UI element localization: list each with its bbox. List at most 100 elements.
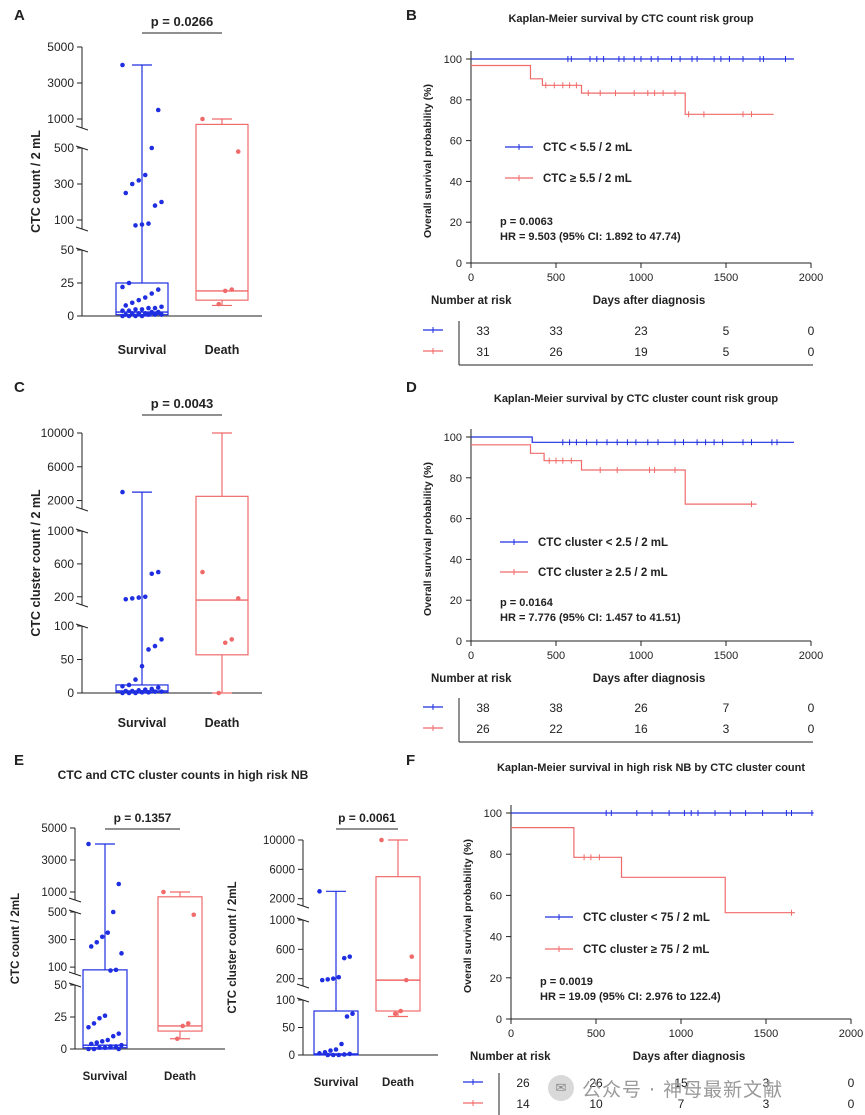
panel-d-risk-count: 3 [723, 722, 730, 736]
panel-b-risk-count: 23 [634, 324, 648, 338]
panel-e-point-survival [116, 1031, 122, 1036]
panel-a-point-survival [139, 307, 145, 312]
panel-b-y-tick-label: 100 [444, 54, 462, 66]
panel-f-x-tick-label: 2000 [839, 1028, 863, 1040]
panel-e-point-survival [119, 951, 124, 956]
panel-a-point-survival [129, 300, 135, 306]
panel-d-legend-label: CTC cluster < 2.5 / 2 mL [538, 537, 668, 549]
panel-d-risk-count: 7 [723, 701, 730, 715]
panel-d-x-axis-label: Days after diagnosis [593, 673, 705, 685]
panel-a-point-death [229, 287, 235, 292]
panel-a-y-tick-label: 3000 [47, 76, 74, 90]
panel-f-curve-2 [511, 827, 795, 914]
panel-a-point-death [200, 116, 205, 122]
panel-d-y-tick-label: 20 [450, 595, 462, 607]
panel-a-pvalue: p = 0.0266 [151, 14, 214, 29]
panel-e2-point-survival [336, 1052, 342, 1058]
panel-f-x-tick-label: 500 [587, 1028, 605, 1040]
panel-a-point-survival [155, 309, 161, 315]
panel-d-hazard-ratio: HR = 7.776 (95% CI: 1.457 to 41.51) [500, 612, 681, 624]
panel-letter-b: B [406, 7, 417, 24]
panel-e2-y-tick-label: 200 [276, 974, 295, 986]
panel-e-point-survival [88, 1041, 94, 1047]
panel-e2-point-death [403, 977, 409, 983]
panel-f-risk-count: 7 [678, 1097, 685, 1111]
panel-e2-point-survival [325, 1052, 331, 1058]
panel-f-pvalue: p = 0.0019 [540, 976, 593, 988]
panel-a-y-tick-label: 500 [54, 141, 74, 155]
panel-e-box-death [157, 896, 203, 1032]
panel-a-point-death [222, 288, 228, 294]
panel-e-point-survival [94, 940, 100, 945]
panel-c-y-tick-label: 1000 [47, 524, 74, 538]
panel-a-y-tick-label: 0 [67, 309, 74, 323]
panel-letter-d: D [406, 379, 417, 396]
panel-e-y-tick-label: 3000 [41, 855, 67, 867]
panel-f-y-tick-label: 0 [496, 1014, 502, 1026]
panel-e-point-death [174, 1036, 180, 1042]
panel-e2-category-label: Survival [314, 1077, 359, 1089]
panel-e2-point-death [379, 837, 384, 843]
panel-e-point-survival [86, 1046, 91, 1052]
panel-a-point-survival [142, 172, 148, 178]
panel-a-y-tick-label: 5000 [47, 40, 74, 54]
panel-a-point-survival [120, 62, 125, 68]
panel-b-title: Kaplan-Meier survival by CTC count risk … [508, 13, 753, 25]
panel-f-x-tick-label: 1000 [669, 1028, 693, 1040]
panel-d-pvalue: p = 0.0164 [500, 597, 554, 609]
panel-a-point-survival [146, 312, 151, 317]
panel-e-point-survival [119, 1042, 124, 1048]
panel-letter-f: F [406, 752, 415, 769]
panel-b-x-tick-label: 1000 [629, 272, 653, 284]
panel-e2-pvalue: p = 0.0061 [338, 811, 396, 825]
panel-e-point-survival [97, 1045, 102, 1051]
panel-e2-point-survival [317, 889, 322, 894]
panel-a-point-survival [120, 308, 125, 314]
panel-letter-c: C [14, 379, 25, 396]
panel-e2-point-death [409, 954, 415, 959]
panel-b-y-axis-label: Overall survival probability (%) [422, 84, 434, 238]
panel-b-risk-count: 5 [723, 345, 730, 359]
panel-e2-point-survival [317, 1051, 322, 1056]
panel-a-point-survival [123, 303, 129, 308]
panel-b-risk-count: 31 [476, 345, 490, 359]
panel-e-y-tick-label: 0 [61, 1044, 67, 1056]
panel-e-point-survival [110, 1033, 116, 1039]
panel-e2-y-tick-label: 6000 [269, 864, 295, 876]
panel-d-risk-header: Number at risk [431, 673, 512, 685]
panel-a-point-survival [123, 190, 129, 196]
panel-c-y-tick-label: 100 [54, 619, 74, 633]
panel-a-point-survival [126, 313, 132, 319]
panel-e2-y-tick-label: 0 [289, 1050, 295, 1062]
panel-e-point-survival [91, 1021, 97, 1026]
panel-e2-point-survival [347, 954, 353, 959]
panel-e-pvalue: p = 0.1357 [114, 811, 172, 825]
panel-d-legend-label: CTC cluster ≥ 2.5 / 2 mL [538, 567, 668, 579]
panel-e2-point-survival [344, 1014, 350, 1019]
panel-e2-y-tick-label: 1000 [269, 915, 295, 927]
panel-e-point-survival [97, 1015, 102, 1021]
panel-c-point-death [229, 637, 235, 642]
panel-a-point-survival [136, 178, 142, 183]
panel-e-point-survival [99, 1039, 105, 1044]
panel-d-risk-count: 38 [549, 701, 563, 715]
panel-b-y-tick-label: 60 [450, 136, 462, 148]
panel-a-point-survival [129, 181, 135, 187]
panel-e-y-tick-label: 300 [48, 935, 67, 947]
panel-c-category-label: Survival [118, 716, 167, 730]
panel-b-y-tick-label: 80 [450, 95, 462, 107]
panel-d-risk-count: 22 [549, 722, 563, 736]
panel-e2-y-tick-label: 600 [276, 944, 295, 956]
panel-d-risk-count: 26 [634, 701, 648, 715]
panel-a-point-death [235, 149, 241, 154]
panel-e-point-survival [86, 1024, 91, 1030]
panel-e-point-survival [113, 967, 119, 973]
panel-e2-point-survival [336, 974, 342, 980]
panel-b-legend-label: CTC ≥ 5.5 / 2 mL [543, 173, 632, 185]
panel-f-y-tick-label: 20 [490, 973, 502, 985]
panel-a-point-survival [155, 107, 161, 113]
wechat-icon: ✉ [548, 1075, 574, 1101]
panel-f-legend-label: CTC cluster < 75 / 2 mL [583, 912, 710, 924]
panel-e-y-tick-label: 100 [48, 962, 67, 974]
panel-c-point-survival [142, 594, 148, 600]
